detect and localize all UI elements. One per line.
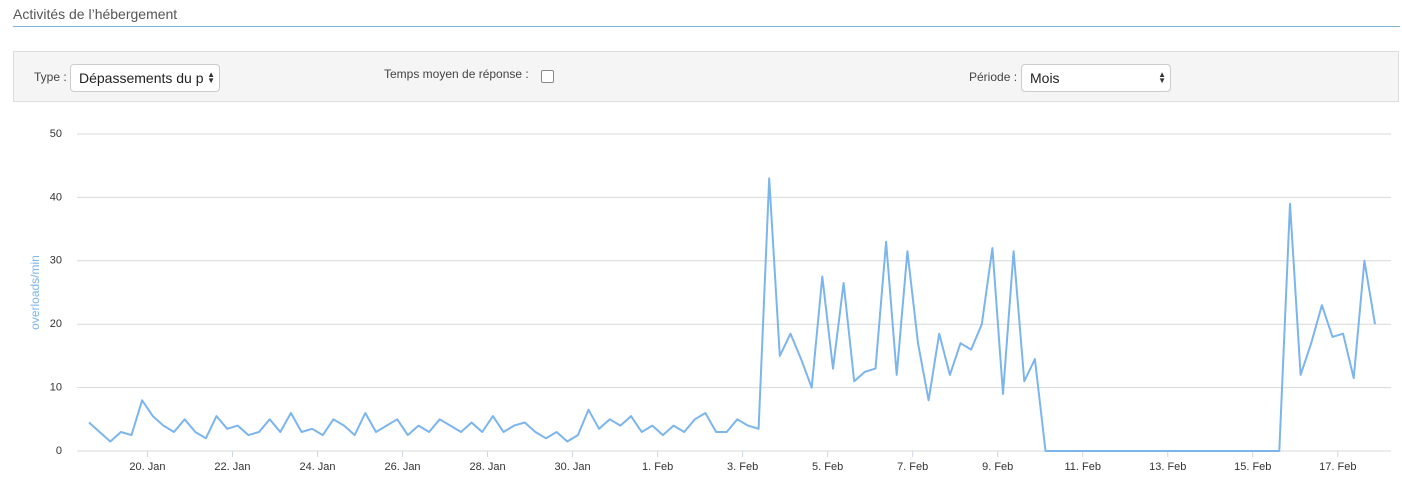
x-tick-label: 22. Jan bbox=[214, 461, 250, 473]
select-arrow: ▲ ▼ bbox=[1158, 70, 1166, 85]
type-value: Dépassements du p bbox=[79, 70, 204, 86]
y-tick-label: 10 bbox=[50, 382, 62, 394]
x-tick-label: 11. Feb bbox=[1064, 461, 1101, 473]
x-tick-label: 9. Feb bbox=[982, 461, 1013, 473]
y-tick-label: 50 bbox=[50, 128, 62, 140]
period-value: Mois bbox=[1030, 70, 1060, 86]
x-tick-label: 20. Jan bbox=[129, 461, 165, 473]
x-tick-label: 26. Jan bbox=[384, 461, 420, 473]
period-select[interactable]: Mois ▲ ▼ bbox=[1021, 64, 1171, 92]
x-tick-label: 15. Feb bbox=[1234, 461, 1271, 473]
x-tick-label: 7. Feb bbox=[897, 461, 928, 473]
title-rule bbox=[13, 26, 1400, 27]
period-label: Période : bbox=[969, 70, 1018, 84]
chart: 0 10 20 30 40 50 20. Jan 22. Jan 24. Jan 26. Jan 2… bbox=[28, 128, 1391, 473]
y-axis-label: overloads/min bbox=[28, 255, 42, 330]
x-tick-label: 28. Jan bbox=[470, 461, 506, 473]
series-line bbox=[88, 177, 1376, 452]
x-tick-label: 13. Feb bbox=[1149, 461, 1186, 473]
type-select[interactable]: Dépassements du p ▲ ▼ bbox=[70, 64, 220, 92]
y-tick-label: 0 bbox=[56, 445, 62, 457]
x-tick-label: 3. Feb bbox=[727, 461, 758, 473]
x-tick-label: 24. Jan bbox=[299, 461, 335, 473]
type-label: Type : bbox=[34, 70, 67, 84]
x-tick-label: 1. Feb bbox=[642, 461, 673, 473]
x-tick-label: 30. Jan bbox=[555, 461, 591, 473]
filter-bar: Type : Dépassements du p ▲ ▼ Temps moyen d… bbox=[13, 51, 1399, 102]
avg-label: Temps moyen de réponse : bbox=[384, 67, 529, 81]
avg-checkbox[interactable] bbox=[541, 70, 554, 83]
select-arrow: ▲ ▼ bbox=[207, 70, 215, 85]
y-tick-label: 20 bbox=[50, 318, 62, 330]
y-tick-label: 40 bbox=[50, 191, 62, 203]
y-tick-label: 30 bbox=[50, 255, 62, 267]
x-tick-label: 5. Feb bbox=[812, 461, 843, 473]
x-tick-label: 17. Feb bbox=[1319, 461, 1356, 473]
section-title: Activités de l’hébergement bbox=[13, 6, 178, 22]
